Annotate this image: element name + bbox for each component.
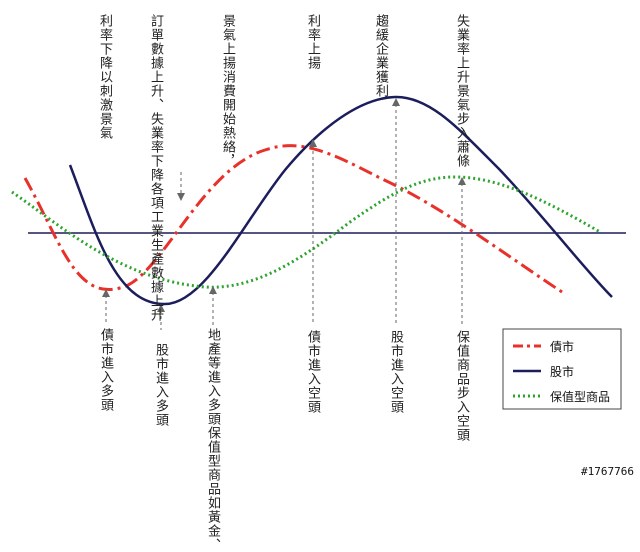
legend-label-stock: 股市 xyxy=(550,365,575,379)
bond-market-curve xyxy=(23,144,566,296)
annotation-rate-cut: 利率下降以刺激景氣 xyxy=(97,14,112,140)
annotation-recession: 失業率上升景氣步入蕭條 xyxy=(454,14,469,168)
watermark: #1767766 xyxy=(581,465,634,478)
event-pointers xyxy=(105,104,463,330)
arrowhead xyxy=(209,286,217,294)
annotation-rate-hike: 利率上揚 xyxy=(305,14,320,70)
preserve-goods-curve xyxy=(11,175,601,289)
annotation-consumption: 景氣上揚消費開始熱絡， xyxy=(220,14,235,168)
arrowhead xyxy=(157,304,165,312)
legend-label-bond: 債市 xyxy=(550,340,575,354)
arrowhead xyxy=(392,98,400,106)
arrowhead xyxy=(102,289,110,297)
annotation-goods-bull: 地產等進入多頭保值型商品如黃金、 xyxy=(205,328,220,552)
arrowhead xyxy=(309,139,317,147)
cycle-chart xyxy=(11,95,626,410)
arrowheads xyxy=(102,98,466,312)
legend xyxy=(502,328,622,410)
annotation-bond-bear: 債市進入空頭 xyxy=(305,330,320,414)
annotation-goods-bear: 保值商品步入空頭 xyxy=(454,330,469,442)
legend-label-goods: 保值型商品 xyxy=(550,390,611,404)
annotation-bond-bull: 債市進入多頭 xyxy=(98,328,113,412)
annotation-orders-rise: 訂單數據上升、失業率下降各項工業生產數據上升 xyxy=(148,14,163,322)
arrowhead xyxy=(458,177,466,185)
legend-box xyxy=(502,328,622,410)
economic-cycle-diagram: 利率下降以刺激景氣 訂單數據上升、失業率下降各項工業生產數據上升 景氣上揚消費開… xyxy=(11,14,634,552)
annotation-stock-bear: 股市進入空頭 xyxy=(388,330,403,414)
annotation-profit-slow: 趨緩企業獲利 xyxy=(373,14,388,98)
annotation-stock-bull: 股市進入多頭 xyxy=(153,343,168,427)
arrowhead-down xyxy=(177,193,185,201)
